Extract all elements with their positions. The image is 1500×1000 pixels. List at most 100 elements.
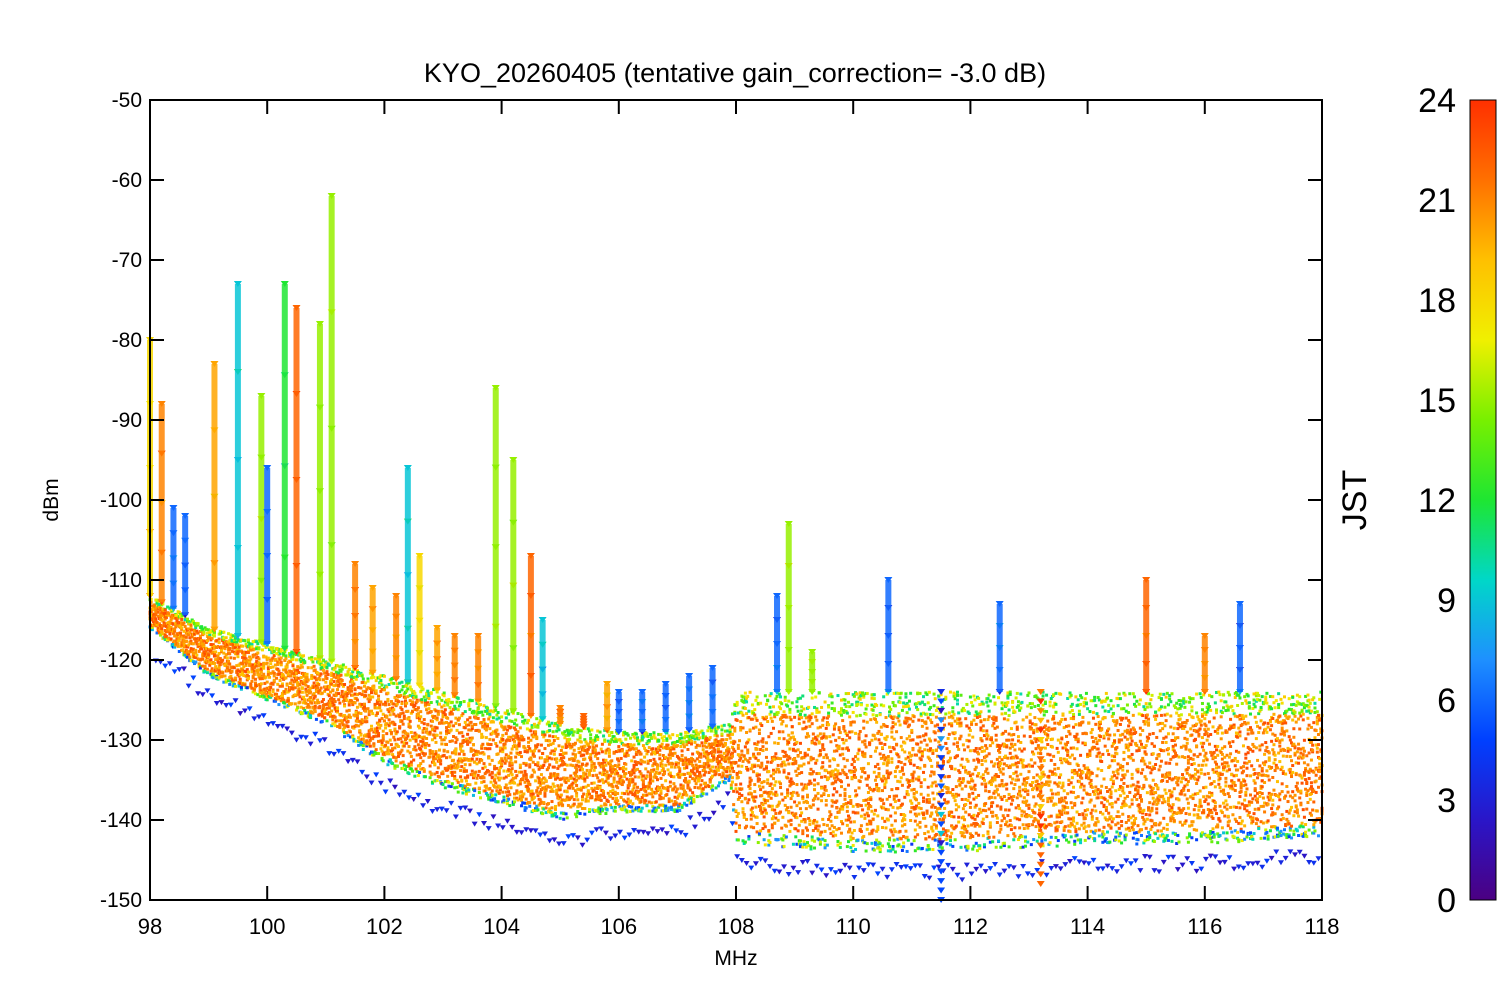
noise-point: [612, 780, 616, 784]
noise-point: [290, 670, 294, 674]
noise-point: [291, 683, 295, 687]
noise-point: [791, 842, 795, 846]
noise-point: [638, 770, 642, 774]
noise-point: [437, 702, 441, 706]
noise-point: [619, 740, 623, 744]
noise-point: [651, 779, 655, 783]
noise-point: [786, 791, 790, 795]
noise-point: [589, 736, 593, 740]
noise-point: [264, 692, 268, 696]
noise-point: [586, 747, 590, 751]
noise-point: [296, 665, 300, 669]
noise-point: [275, 692, 279, 696]
noise-point: [518, 766, 522, 770]
noise-point: [679, 786, 683, 790]
noise-point: [522, 774, 526, 778]
noise-point: [691, 770, 695, 774]
noise-point: [718, 743, 722, 747]
noise-point: [591, 751, 595, 755]
noise-point: [719, 763, 723, 767]
noise-point: [520, 798, 524, 802]
noise-point: [657, 739, 661, 743]
noise-point: [292, 674, 296, 678]
noise-point: [266, 665, 270, 669]
noise-point: [704, 785, 708, 789]
noise-point: [191, 647, 195, 651]
noise-point: [592, 746, 596, 750]
noise-point: [566, 803, 570, 807]
noise-point: [396, 744, 400, 748]
noise-point: [524, 773, 528, 777]
noise-point: [791, 735, 795, 739]
noise-point: [770, 826, 774, 830]
noise-point: [783, 796, 787, 800]
noise-point: [600, 742, 604, 746]
noise-point: [200, 647, 204, 651]
noise-point: [202, 632, 206, 636]
noise-point: [617, 803, 621, 807]
noise-point: [672, 775, 676, 779]
noise-point: [784, 808, 788, 812]
noise-point: [738, 795, 742, 799]
noise-point: [326, 673, 330, 677]
noise-point: [632, 765, 636, 769]
noise-point: [529, 793, 533, 797]
noise-point: [514, 734, 518, 738]
noise-point: [501, 737, 505, 741]
noise-point: [299, 676, 303, 680]
noise-point: [572, 730, 576, 734]
noise-point: [268, 648, 272, 652]
noise-point: [255, 647, 259, 651]
noise-point: [373, 702, 377, 706]
noise-point: [550, 757, 554, 761]
noise-point: [488, 712, 492, 716]
noise-point: [198, 664, 202, 668]
noise-point: [202, 643, 206, 647]
noise-point: [287, 688, 291, 692]
noise-point: [630, 770, 634, 774]
noise-point: [665, 737, 669, 741]
noise-point: [787, 811, 791, 815]
noise-point: [471, 711, 475, 715]
noise-point: [501, 747, 505, 751]
noise-point: [502, 800, 506, 804]
noise-point: [249, 648, 253, 652]
noise-point: [562, 751, 566, 755]
noise-point: [589, 768, 593, 772]
noise-point: [173, 634, 177, 638]
noise-point: [524, 762, 528, 766]
noise-point: [524, 775, 528, 779]
noise-point: [433, 762, 437, 766]
noise-point: [367, 741, 371, 745]
noise-point: [321, 668, 325, 672]
noise-point: [414, 748, 418, 752]
noise-point: [624, 762, 628, 766]
noise-point: [541, 732, 545, 736]
noise-point: [646, 786, 650, 790]
noise-point: [453, 770, 457, 774]
noise-point: [382, 688, 386, 692]
noise-point: [219, 650, 223, 654]
noise-point: [339, 673, 343, 677]
noise-point: [682, 736, 686, 740]
noise-point: [624, 743, 628, 747]
noise-point: [208, 661, 212, 665]
noise-point: [432, 755, 436, 759]
noise-point: [536, 794, 540, 798]
noise-point: [715, 744, 719, 748]
noise-point: [347, 713, 351, 717]
noise-point: [426, 689, 430, 693]
noise-point: [660, 759, 664, 763]
noise-point: [293, 693, 297, 697]
noise-point: [604, 751, 608, 755]
noise-point: [405, 764, 409, 768]
noise-point: [646, 759, 650, 763]
noise-point: [755, 695, 759, 699]
noise-point: [259, 662, 263, 666]
noise-point: [750, 763, 754, 767]
noise-point: [692, 730, 696, 734]
noise-point: [749, 767, 753, 771]
noise-point: [238, 681, 242, 685]
noise-point: [256, 693, 260, 697]
noise-point: [655, 763, 659, 767]
